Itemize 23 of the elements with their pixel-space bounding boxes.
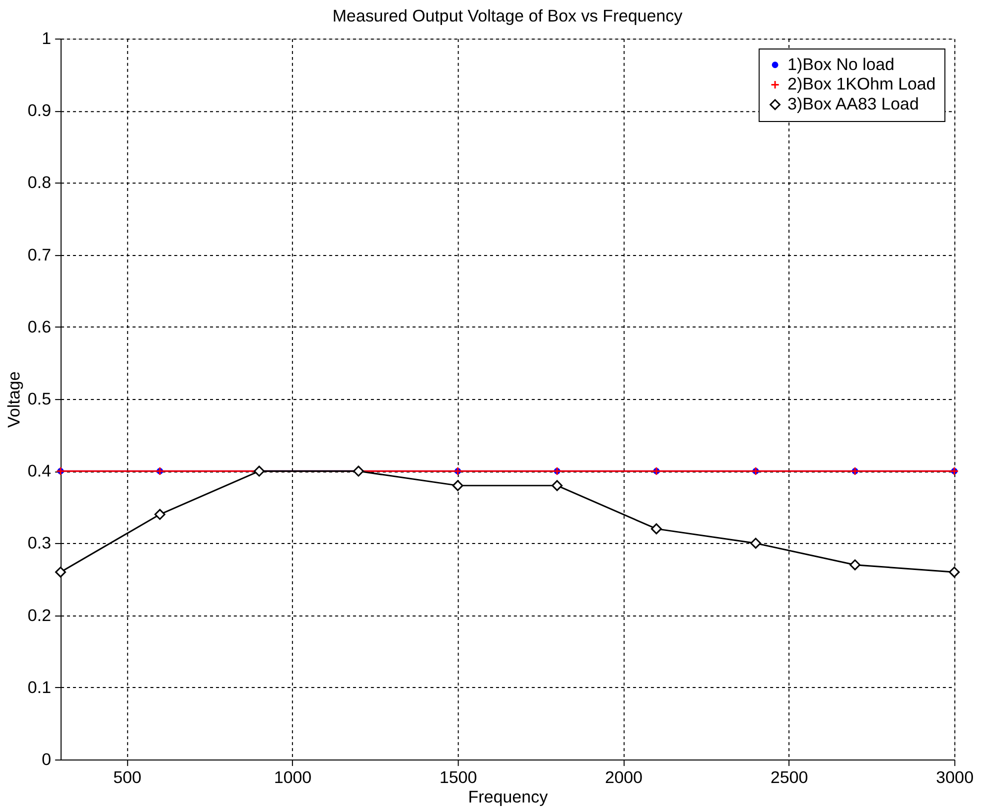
- legend-label: 3)Box AA83 Load: [787, 94, 919, 114]
- x-tick-label: 3000: [936, 768, 974, 787]
- y-tick-label: 0.9: [28, 101, 52, 120]
- y-axis-title: Voltage: [4, 371, 24, 428]
- y-tick-label: 0.1: [28, 678, 52, 697]
- y-tick-label: 1: [42, 29, 52, 48]
- x-axis-title: Frequency: [468, 788, 548, 807]
- x-tick-label: 500: [113, 768, 142, 787]
- x-tick-label: 2000: [605, 768, 643, 787]
- y-tick-label: 0.8: [28, 173, 52, 192]
- legend-label: 1)Box No load: [787, 54, 894, 74]
- chart-title: Measured Output Voltage of Box vs Frequency: [332, 6, 683, 26]
- x-tick-label: 1000: [274, 768, 312, 787]
- x-tick-label: 1500: [440, 768, 478, 787]
- y-tick-label: 0.6: [28, 317, 52, 336]
- y-tick-label: 0: [42, 750, 52, 769]
- legend-label: 2)Box 1KOhm Load: [787, 74, 936, 94]
- y-tick-label: 0.4: [28, 462, 52, 481]
- y-tick-label: 0.7: [28, 245, 52, 264]
- y-tick-label: 0.5: [28, 390, 52, 409]
- y-tick-label: 0.3: [28, 534, 52, 553]
- x-tick-label: 2500: [770, 768, 808, 787]
- y-tick-label: 0.2: [28, 606, 52, 625]
